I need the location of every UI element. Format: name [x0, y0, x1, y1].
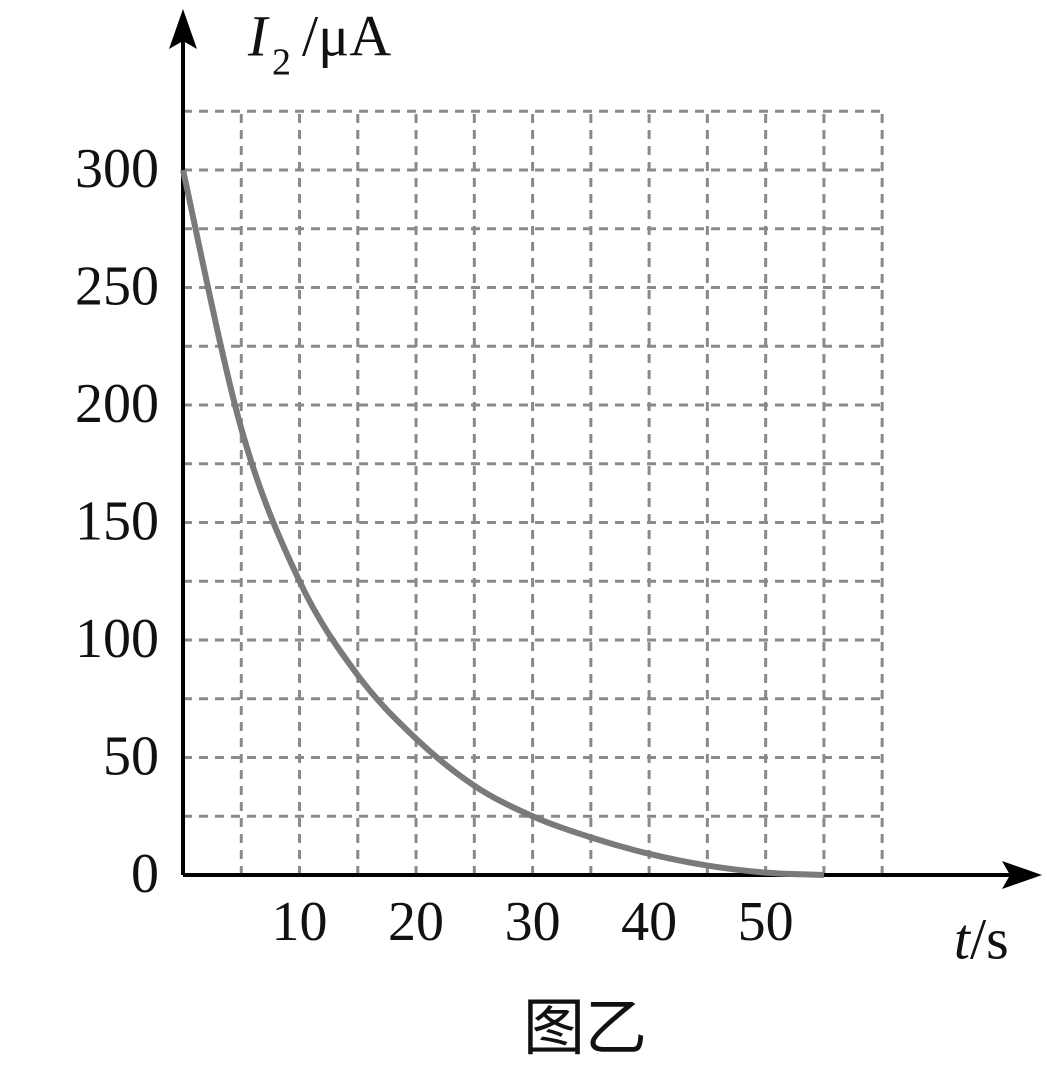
y-label-symbol: I: [247, 3, 270, 68]
y-tick-label: 100: [75, 608, 159, 670]
y-tick-label: 150: [75, 490, 159, 552]
x-tick-label: 50: [738, 891, 794, 953]
y-label-unit: /μA: [302, 3, 391, 68]
y-axis-arrow: [169, 9, 197, 49]
x-tick-label: 30: [505, 891, 561, 953]
x-label-unit: /s: [970, 906, 1009, 971]
x-axis-arrow: [1002, 861, 1042, 889]
x-tick-label: 10: [272, 891, 328, 953]
y-tick-label: 300: [75, 138, 159, 200]
data-line: [180, 169, 825, 878]
x-tick-label: 40: [621, 891, 677, 953]
y-tick-label: 0: [131, 843, 159, 905]
y-label-subscript: 2: [272, 42, 291, 84]
caption: 图乙: [523, 995, 647, 1063]
x-tick-label: 20: [388, 891, 444, 953]
x-label-symbol: t: [954, 906, 972, 971]
y-tick-label: 250: [75, 255, 159, 317]
y-tick-label: 50: [103, 725, 159, 787]
y-tick-label: 200: [75, 373, 159, 435]
